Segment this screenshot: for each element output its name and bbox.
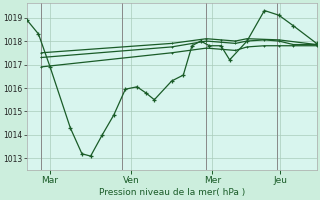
- X-axis label: Pression niveau de la mer( hPa ): Pression niveau de la mer( hPa ): [99, 188, 245, 197]
